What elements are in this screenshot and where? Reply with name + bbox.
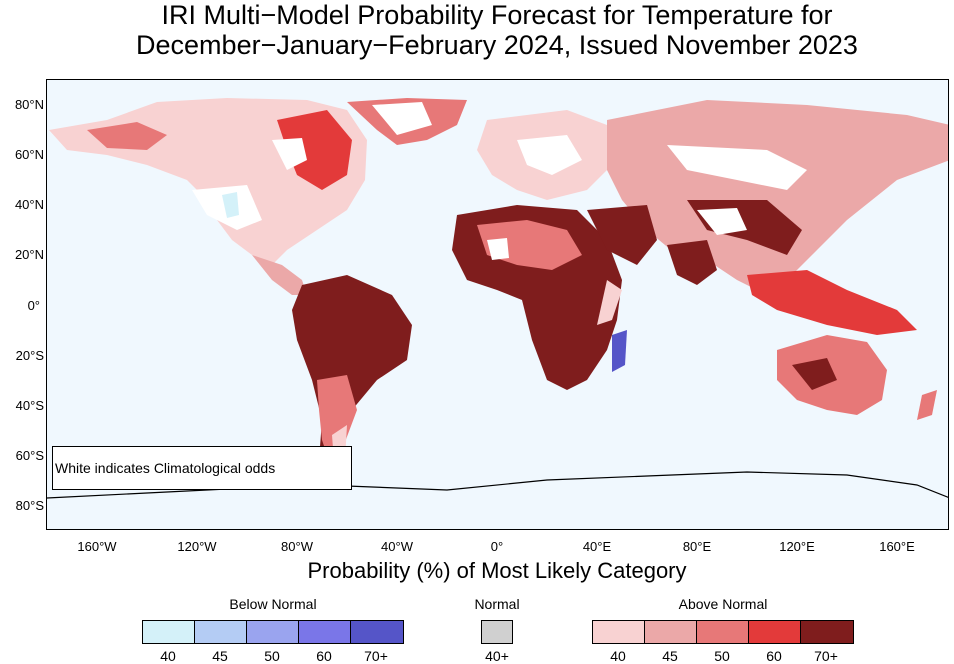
lon-label: 160°E [879,539,915,554]
legend-tick: 60 [766,648,782,664]
legend-tick: 40+ [485,648,509,664]
legend-tick: 50 [714,648,730,664]
legend-tick: 40 [610,648,626,664]
canada-east-strong [277,110,352,190]
lat-label: 60°S [15,448,44,463]
legend-tick: 40 [160,648,176,664]
legend-swatch [195,621,247,643]
lon-label: 120°E [779,539,815,554]
lat-label: 0° [27,298,40,313]
lat-label: 40°N [14,197,44,212]
map-title-line-2: December−January−February 2024, Issued N… [136,30,858,60]
legend-swatch [143,621,195,643]
legend-swatch [351,621,403,643]
lon-label: 160°W [77,539,117,554]
lon-label: 120°W [177,539,217,554]
legend-above-label: Above Normal [678,596,768,612]
lat-label: 20°N [14,247,44,262]
lat-label: 60°N [14,147,44,162]
legend-tick: 60 [316,648,332,664]
legend-normal-label: Normal [474,596,520,612]
world-map-graphic [47,98,948,499]
legend-below-ticks: 40 45 50 60 70+ [142,648,402,664]
lon-label: 0° [490,539,504,554]
legend-tick: 45 [212,648,228,664]
legend-tick: 70+ [814,648,838,664]
lat-label: 80°N [14,97,44,112]
legend-swatch [247,621,299,643]
legend-swatch [593,621,645,643]
legend-swatch [482,621,512,643]
legend-swatch [801,621,853,643]
lat-label: 20°S [15,348,44,363]
legend-below-swatches [142,620,404,644]
legend-swatch [299,621,351,643]
legend-normal-ticks: 40+ [471,648,523,664]
south-america-region [292,275,412,475]
legend-tick: 45 [662,648,678,664]
asia-region [607,100,948,295]
lon-label: 40°W [381,539,413,554]
legend-tick: 70+ [364,648,388,664]
legend-tick: 50 [264,648,280,664]
lon-label: 80°W [281,539,313,554]
legend-normal-swatches [481,620,513,644]
lat-label: 40°S [15,398,44,413]
southeast-asia-region [747,270,917,335]
legend-below-label: Below Normal [229,596,317,612]
north-america-strong [87,122,167,150]
climatology-note: White indicates Climatological odds [52,446,352,490]
legend-swatch [697,621,749,643]
legend-above-ticks: 40 45 50 60 70+ [592,648,852,664]
madagascar-region [612,330,627,372]
legend-above-swatches [592,620,854,644]
lat-label: 80°S [15,498,44,513]
lon-label: 80°E [682,539,712,554]
x-axis-title: Probability (%) of Most Likely Category [307,558,687,583]
legend-swatch [645,621,697,643]
lon-label: 40°E [582,539,612,554]
legend-swatch [749,621,801,643]
map-title-line-1: IRI Multi−Model Probability Forecast for… [161,0,833,30]
